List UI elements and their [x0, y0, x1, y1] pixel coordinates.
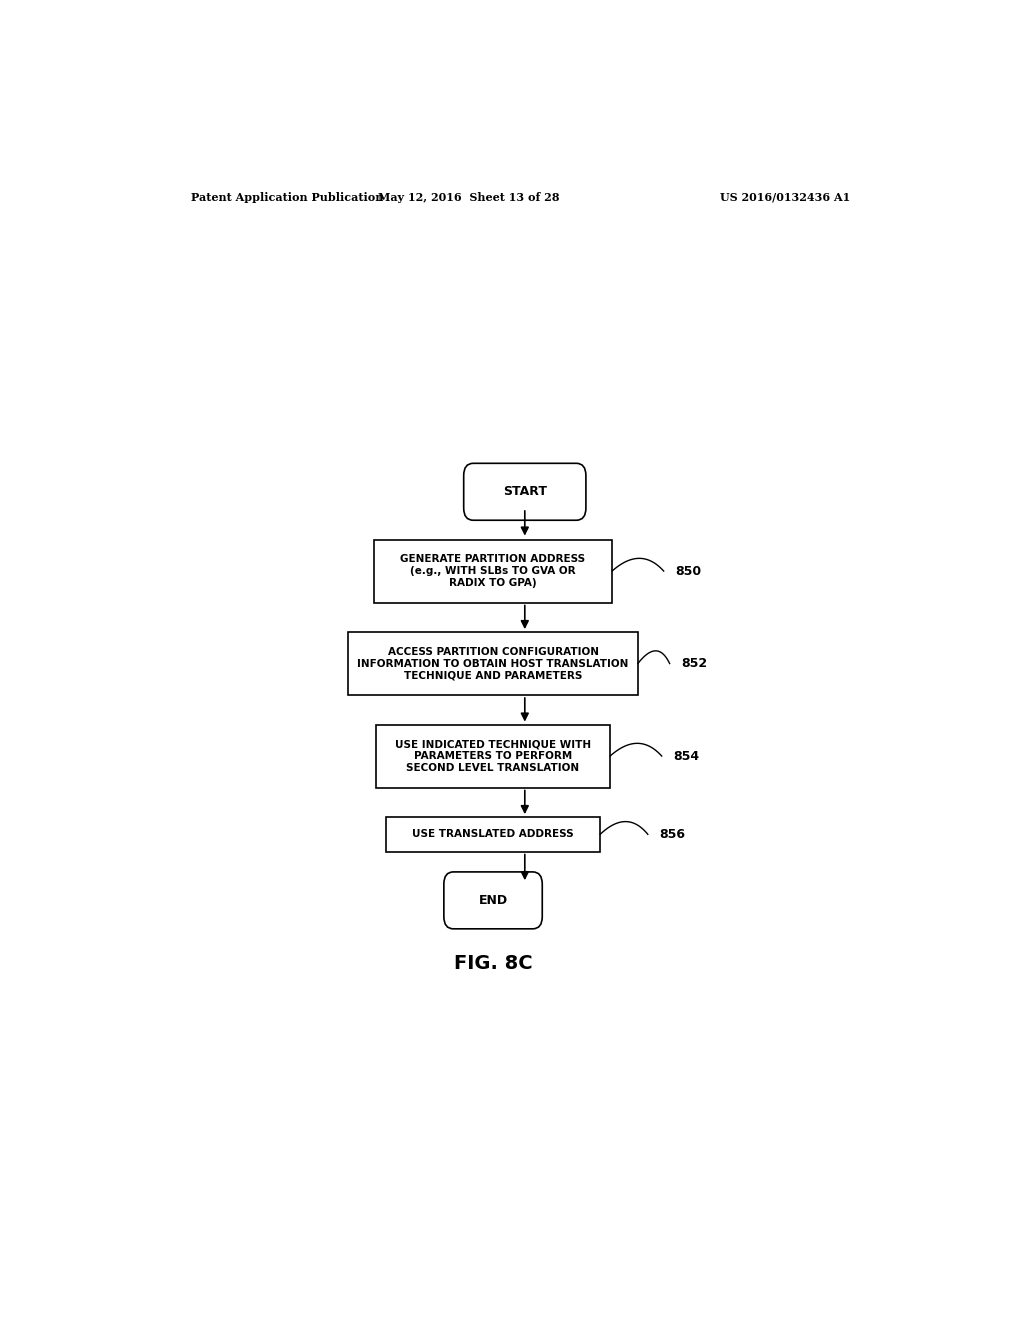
Text: 854: 854 [674, 750, 699, 763]
Text: 852: 852 [682, 657, 708, 671]
Text: GENERATE PARTITION ADDRESS
(e.g., WITH SLBs TO GVA OR
RADIX TO GPA): GENERATE PARTITION ADDRESS (e.g., WITH S… [400, 554, 586, 587]
FancyBboxPatch shape [464, 463, 586, 520]
Text: END: END [478, 894, 508, 907]
Text: US 2016/0132436 A1: US 2016/0132436 A1 [720, 191, 850, 202]
FancyBboxPatch shape [374, 540, 612, 602]
Text: START: START [503, 486, 547, 498]
Text: USE INDICATED TECHNIQUE WITH
PARAMETERS TO PERFORM
SECOND LEVEL TRANSLATION: USE INDICATED TECHNIQUE WITH PARAMETERS … [395, 739, 591, 772]
Text: May 12, 2016  Sheet 13 of 28: May 12, 2016 Sheet 13 of 28 [379, 191, 560, 202]
FancyBboxPatch shape [348, 632, 638, 696]
Text: 850: 850 [676, 565, 701, 578]
FancyBboxPatch shape [376, 725, 610, 788]
FancyBboxPatch shape [386, 817, 600, 851]
Text: 856: 856 [659, 828, 686, 841]
FancyBboxPatch shape [443, 873, 543, 929]
Text: FIG. 8C: FIG. 8C [454, 954, 532, 973]
Text: Patent Application Publication: Patent Application Publication [191, 191, 384, 202]
Text: ACCESS PARTITION CONFIGURATION
INFORMATION TO OBTAIN HOST TRANSLATION
TECHNIQUE : ACCESS PARTITION CONFIGURATION INFORMATI… [357, 647, 629, 680]
Text: USE TRANSLATED ADDRESS: USE TRANSLATED ADDRESS [413, 829, 573, 840]
